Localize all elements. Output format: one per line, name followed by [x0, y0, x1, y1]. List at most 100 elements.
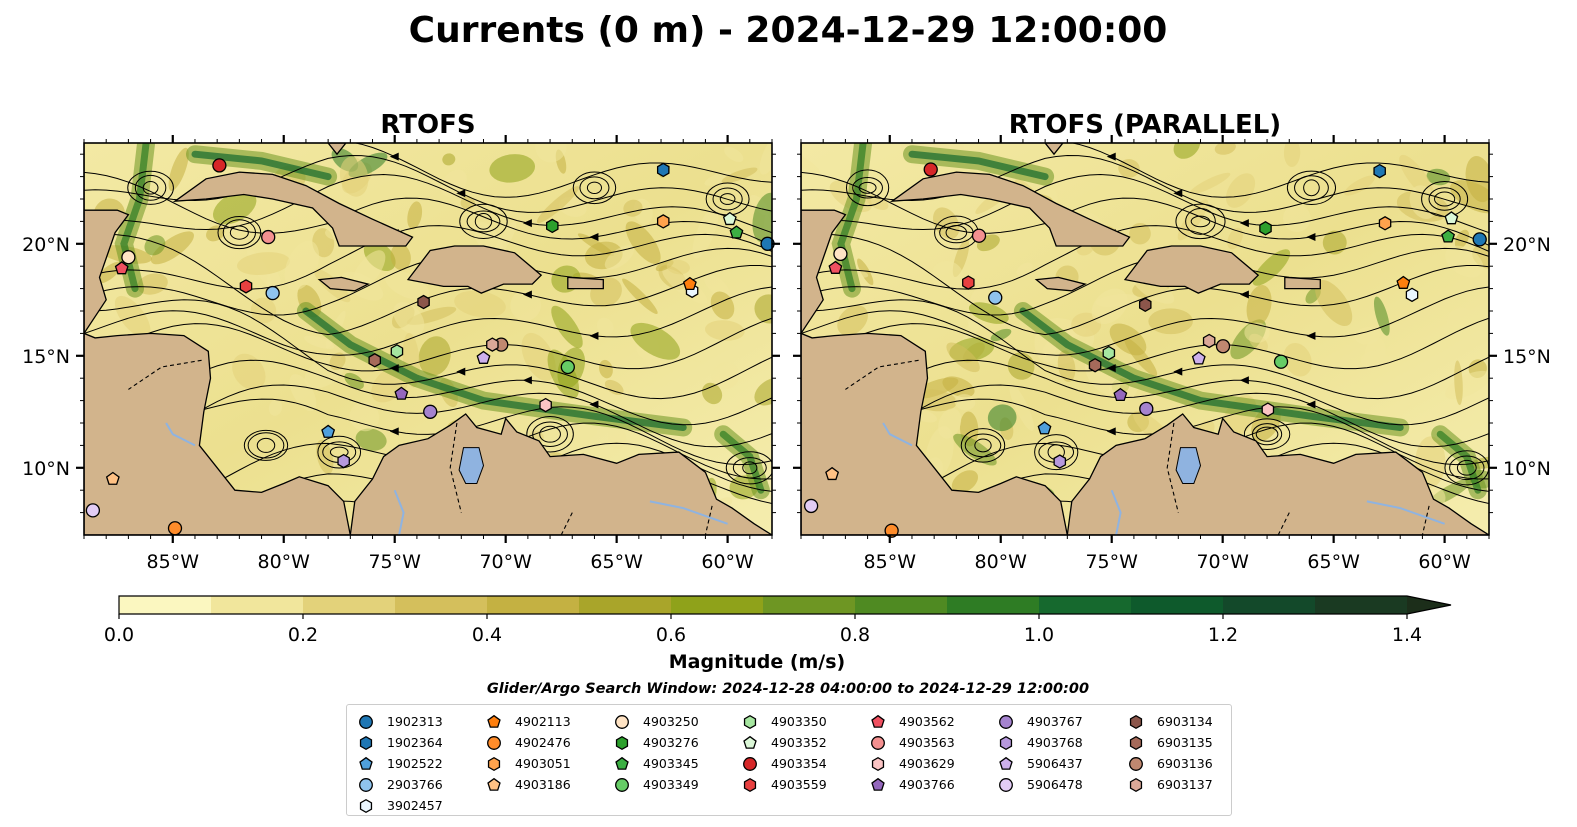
hexagon-marker-icon: [1129, 777, 1143, 792]
x-tick-label: 85°W: [864, 551, 917, 573]
legend-marker: [615, 756, 629, 770]
legend-marker: [1129, 756, 1143, 771]
y-tick-label: 20°N: [1503, 234, 1551, 256]
colorbar-segment: [579, 596, 672, 614]
legend-label: 1902313: [387, 714, 443, 729]
circle-marker-icon: [615, 777, 629, 792]
lake-maracaibo: [1175, 447, 1202, 484]
hexagon-marker-icon: [743, 777, 757, 792]
colorbar-segment: [395, 596, 488, 614]
float-marker-5906437: [476, 350, 491, 364]
legend-marker: [615, 714, 629, 729]
legend-item: 4903276: [613, 732, 699, 753]
x-tick-label: 70°W: [479, 551, 532, 573]
pentagon-marker-icon: [615, 756, 629, 770]
legend-item: 4903767: [997, 711, 1083, 732]
float-marker-4903276: [1259, 221, 1272, 236]
float-marker-4902476: [884, 523, 899, 538]
legend-label: 4903250: [643, 714, 699, 729]
float-marker-4903349: [560, 359, 575, 375]
float-marker-4903345: [1441, 229, 1456, 243]
x-tick-label: 85°W: [147, 551, 200, 573]
pentagon-marker-icon: [743, 735, 757, 749]
legend-item: 4902113: [485, 711, 571, 732]
map-panel-rtofs: 85°W 80°W 75°W 70°W 65°W 60°W 20°N 15°N 10°N: [22, 135, 780, 573]
legend-item: 5906478: [997, 774, 1083, 795]
float-marker-4903559: [239, 279, 253, 294]
legend-item: 4903350: [741, 711, 827, 732]
legend-label: 4903354: [771, 756, 827, 771]
colorbar-segment: [1315, 596, 1408, 614]
legend-item: 4903250: [613, 711, 699, 732]
y-tick-label: 20°N: [22, 234, 70, 256]
float-marker-4903767: [1139, 401, 1154, 417]
float-marker-4903562: [114, 261, 129, 275]
float-markers: [803, 162, 1487, 538]
legend-marker: [487, 756, 501, 771]
legend-label: 6903134: [1157, 714, 1213, 729]
legend-label: 1902364: [387, 735, 443, 750]
float-marker-4903629: [539, 397, 552, 413]
legend-marker: [615, 735, 629, 750]
float-marker-4903559: [962, 275, 975, 290]
float-marker-6903134: [1138, 297, 1152, 313]
legend-item: 4903349: [613, 774, 699, 795]
map-frame: [800, 142, 1490, 536]
legend-marker: [487, 777, 501, 791]
colorbar-segment: [763, 596, 856, 614]
figure-title: Currents (0 m) - 2024-12-29 12:00:00: [409, 10, 1168, 51]
hexagon-marker-icon: [487, 756, 501, 771]
legend-item: 1902313: [357, 711, 443, 732]
legend-item: 6903136: [1127, 753, 1213, 774]
land-masses: [84, 143, 772, 535]
map-ticks: [76, 135, 780, 543]
colorbar-segment: [855, 596, 948, 614]
legend-label: 4903349: [643, 777, 699, 792]
float-legend: 1902313 1902364 1902522 2903766 3902457 49021…: [346, 704, 1232, 816]
float-marker-4903276: [546, 218, 559, 234]
search-window-text: Glider/Argo Search Window: 2024-12-28 04…: [487, 681, 1089, 697]
circle-marker-icon: [487, 735, 501, 750]
float-marker-4903352: [722, 211, 737, 226]
float-marker-6903137: [486, 337, 499, 352]
float-marker-4903186: [825, 466, 840, 481]
circle-marker-icon: [871, 735, 885, 750]
legend-marker: [487, 735, 501, 750]
float-marker-2903766: [988, 290, 1003, 305]
legend-item: 1902522: [357, 753, 443, 774]
map-panel-rtofs-parallel: 85°W 80°W 75°W 70°W 65°W 60°W 20°N 15°N 10°N: [793, 135, 1551, 573]
legend-marker: [359, 735, 373, 750]
pentagon-marker-icon: [487, 777, 501, 791]
circle-marker-icon: [743, 756, 757, 771]
pentagon-marker-icon: [999, 756, 1013, 770]
y-tick-label: 15°N: [22, 346, 70, 368]
pentagon-marker-icon: [487, 714, 501, 728]
legend-marker: [871, 777, 885, 791]
x-tick-label: 60°W: [1418, 551, 1471, 573]
legend-label: 5906478: [1027, 777, 1083, 792]
circle-marker-icon: [359, 714, 373, 729]
float-marker-5906478: [803, 498, 819, 514]
float-marker-4903350: [1102, 345, 1116, 361]
lake-maracaibo: [458, 447, 485, 484]
pentagon-marker-icon: [871, 714, 885, 728]
colorbar-tick-label: 0.8: [840, 624, 870, 646]
legend-label: 4903562: [899, 714, 955, 729]
legend-marker: [743, 777, 757, 792]
float-marker-4902476: [167, 521, 183, 536]
legend-column: 4903767 4903768 5906437 5906478: [997, 711, 1083, 795]
float-marker-4903051: [1378, 216, 1392, 231]
legend-marker: [743, 756, 757, 771]
circle-marker-icon: [359, 777, 373, 792]
legend-item: 2903766: [357, 774, 443, 795]
colorbar-tick-label: 0.6: [656, 624, 686, 646]
legend-label: 1902522: [387, 756, 443, 771]
float-marker-4903768: [1053, 454, 1067, 469]
legend-item: 6903135: [1127, 732, 1213, 753]
float-marker-5906478: [85, 503, 101, 518]
legend-marker: [999, 777, 1013, 792]
hexagon-marker-icon: [1129, 735, 1143, 750]
float-marker-4903562: [828, 260, 843, 274]
legend-label: 6903135: [1157, 735, 1213, 750]
